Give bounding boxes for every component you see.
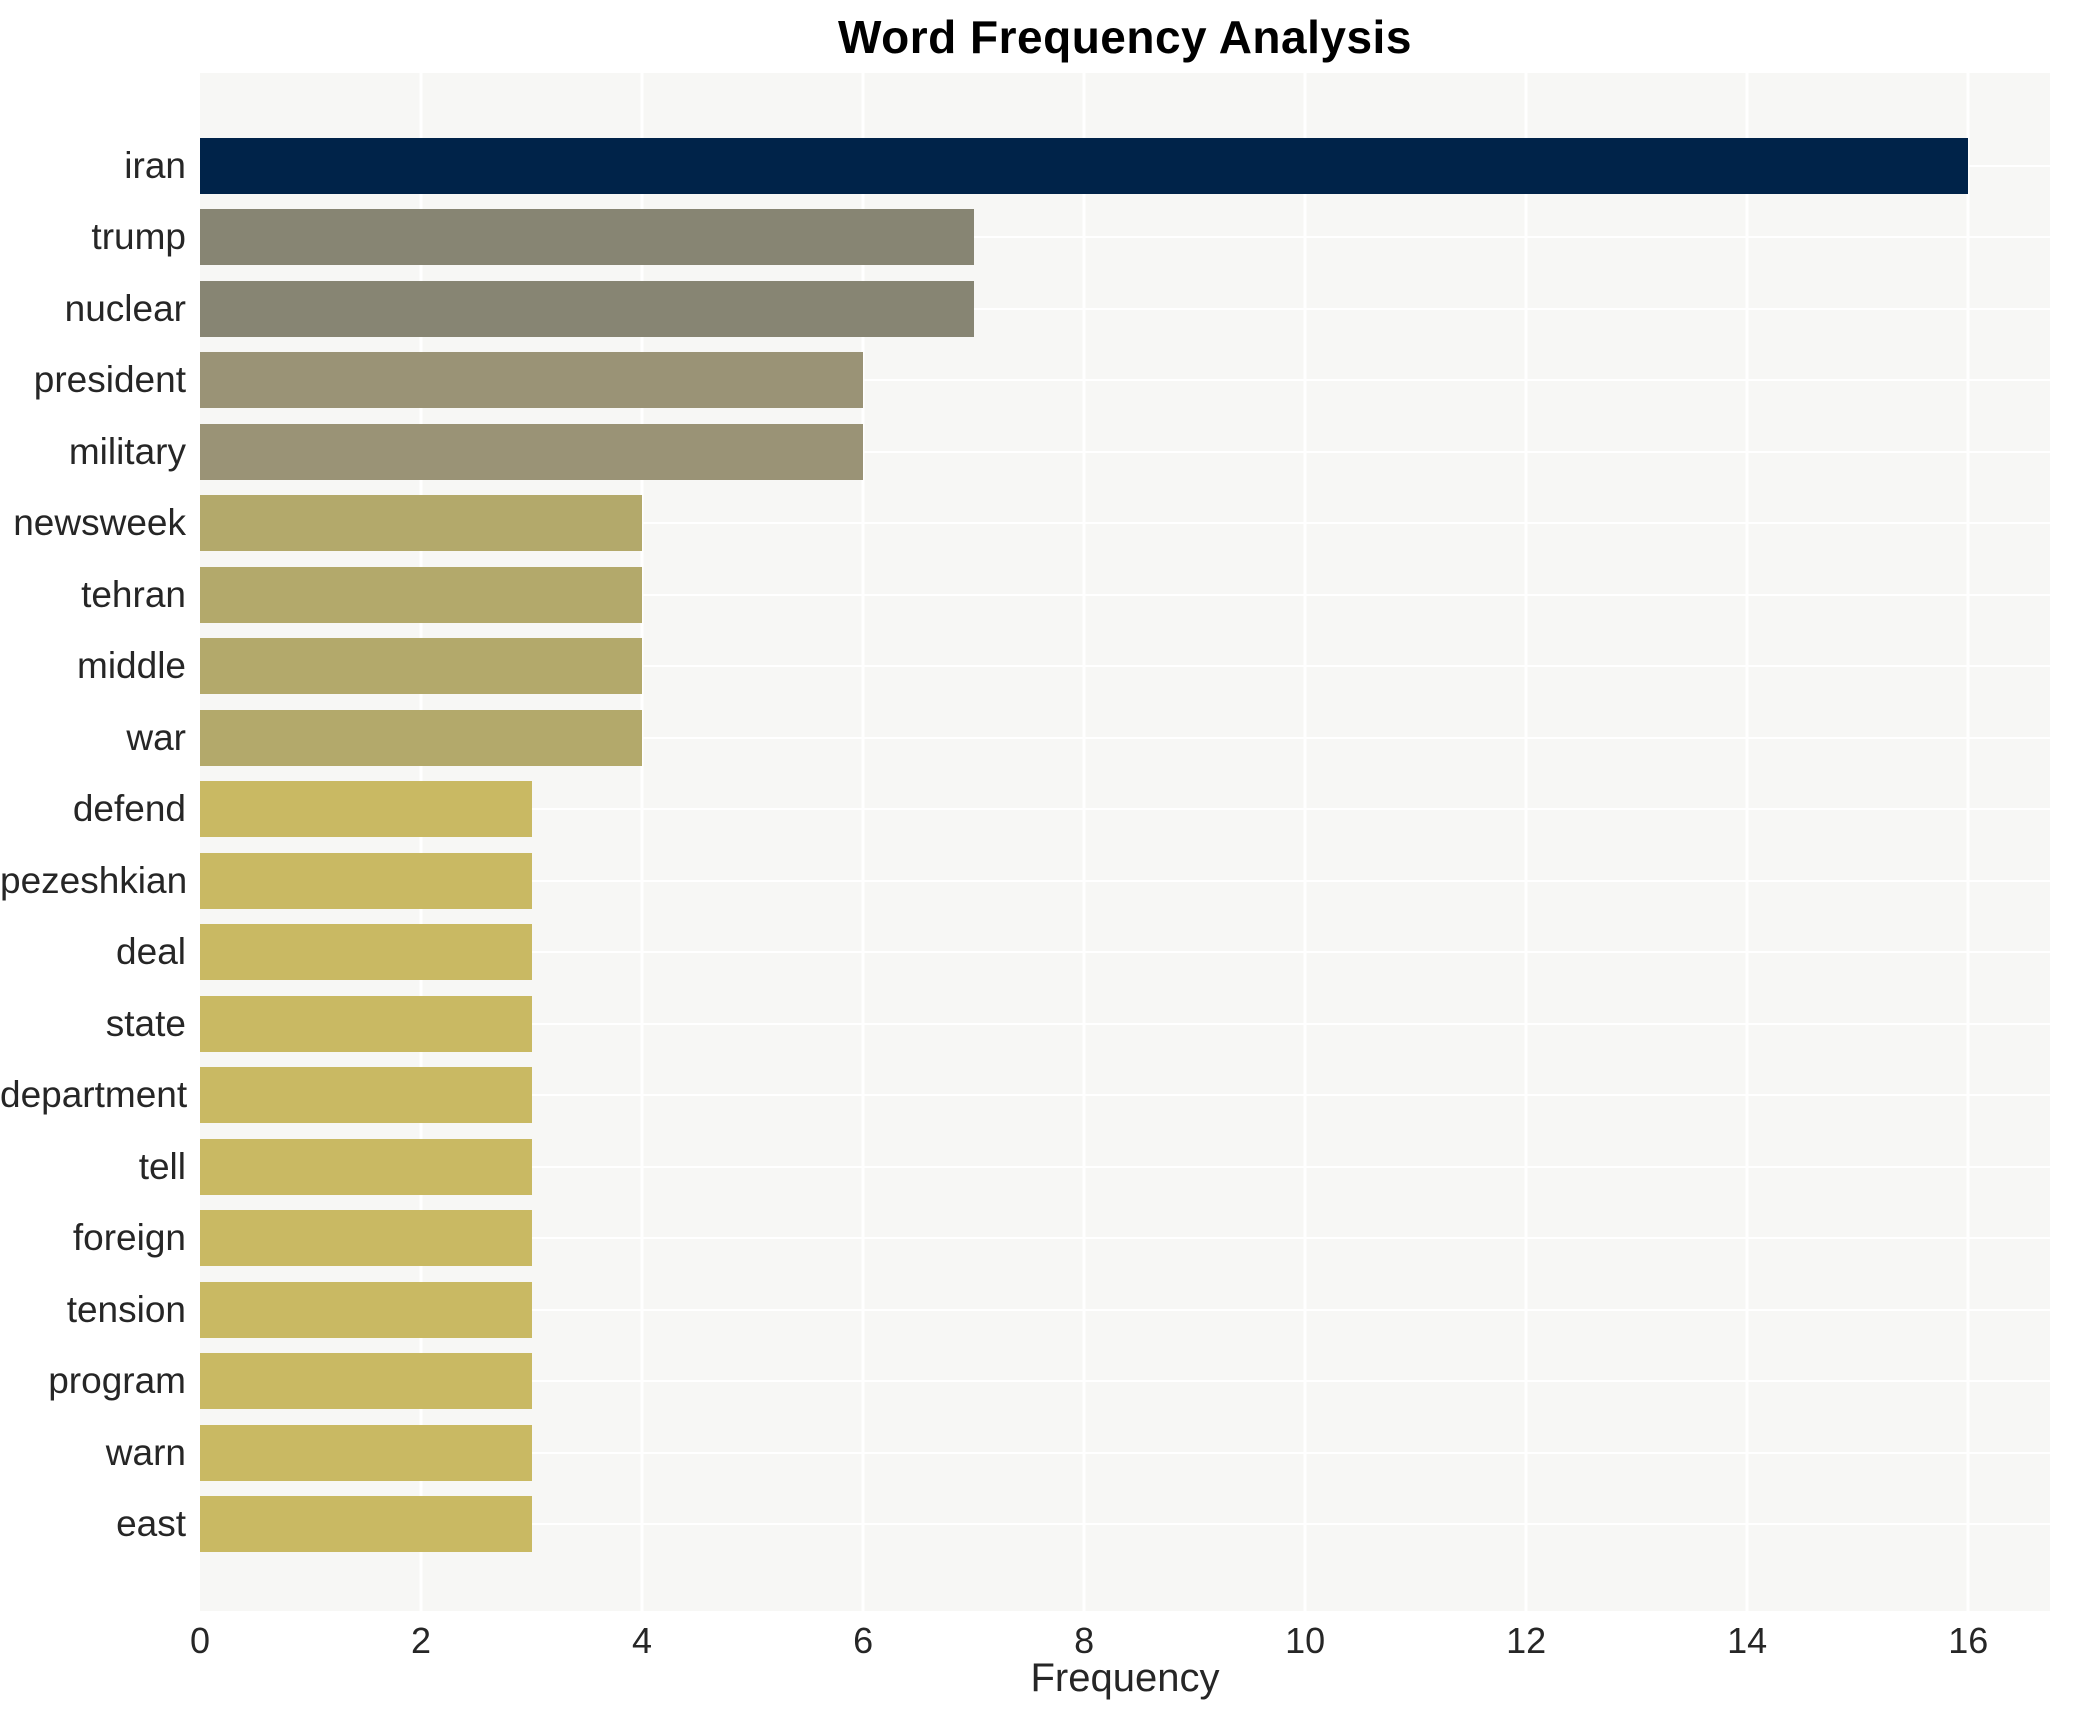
bar-east <box>200 1496 532 1552</box>
gridline-row-pezeshkian <box>200 879 2050 882</box>
gridline-x-16 <box>1966 73 1970 1611</box>
gridline-row-foreign <box>200 1237 2050 1239</box>
y-axis-label-defend: defend <box>72 788 186 829</box>
y-axis-label-east: east <box>116 1503 186 1544</box>
gridline-row-state <box>200 1022 2050 1025</box>
gridline-row-east <box>200 1523 2050 1525</box>
bar-president <box>200 352 864 408</box>
bar-tehran <box>200 566 643 623</box>
y-axis-label-tell: tell <box>138 1145 186 1187</box>
x-tick-label-16: 16 <box>1948 1620 1989 1661</box>
y-axis-label-nuclear: nuclear <box>64 287 186 329</box>
x-tick-label-6: 6 <box>853 1620 874 1661</box>
gridline-row-program <box>200 1380 2050 1382</box>
x-tick-label-12: 12 <box>1506 1620 1547 1661</box>
bar-warn <box>200 1424 532 1481</box>
bar-tension <box>200 1281 532 1338</box>
x-tick-label-10: 10 <box>1285 1620 1326 1661</box>
x-tick-label-8: 8 <box>1074 1620 1095 1661</box>
gridline-row-defend <box>200 808 2050 810</box>
y-axis-label-military: military <box>68 430 186 472</box>
gridline-row-military <box>200 450 2050 453</box>
bar-trump <box>200 209 974 265</box>
bar-newsweek <box>200 495 643 551</box>
bar-defend <box>200 781 532 837</box>
bar-foreign <box>200 1210 532 1266</box>
gridline-row-tell <box>200 1165 2050 1168</box>
x-tick-label-0: 0 <box>189 1620 211 1661</box>
y-axis-label-warn: warn <box>105 1431 186 1473</box>
gridline-x-4 <box>640 73 644 1611</box>
y-axis-label-president: president <box>33 359 186 400</box>
bar-iran <box>200 137 1969 194</box>
y-axis-label-department: department <box>0 1074 188 1115</box>
gridline-x-12 <box>1524 73 1528 1611</box>
gridline-row-department <box>200 1094 2050 1096</box>
gridline-row-war <box>200 736 2050 739</box>
bar-military <box>200 423 864 480</box>
y-axis-label-program: program <box>48 1360 186 1401</box>
bar-department <box>200 1067 532 1123</box>
bar-war <box>200 709 643 766</box>
bar-middle <box>200 638 643 694</box>
x-tick-label-4: 4 <box>632 1620 653 1661</box>
plot-area <box>200 73 2050 1611</box>
y-axis-label-tension: tension <box>66 1288 186 1330</box>
y-axis-label-iran: iran <box>124 144 186 186</box>
bar-deal <box>200 924 532 980</box>
bar-tell <box>200 1138 532 1195</box>
gridline-x-14 <box>1745 73 1749 1611</box>
gridline-row-newsweek <box>200 522 2050 524</box>
x-axis-title: Frequency <box>1030 1656 1220 1700</box>
chart-title: Word Frequency Analysis <box>838 11 1412 63</box>
gridline-row-nuclear <box>200 307 2050 310</box>
gridline-row-warn <box>200 1451 2050 1454</box>
y-axis-label-trump: trump <box>91 216 186 257</box>
gridline-row-tehran <box>200 593 2050 596</box>
gridline-row-trump <box>200 236 2050 238</box>
y-axis-label-tehran: tehran <box>81 573 186 615</box>
y-axis-label-middle: middle <box>77 645 186 686</box>
gridline-x-2 <box>419 73 423 1611</box>
gridline-row-president <box>200 379 2050 381</box>
y-axis-label-newsweek: newsweek <box>13 502 186 543</box>
gridline-row-middle <box>200 665 2050 667</box>
gridline-x-6 <box>861 73 865 1611</box>
gridline-x-10 <box>1303 73 1307 1611</box>
y-axis-label-war: war <box>126 716 186 758</box>
gridline-x-8 <box>1082 73 1086 1611</box>
gridline-row-tension <box>200 1308 2050 1311</box>
y-axis-label-state: state <box>105 1002 186 1044</box>
x-tick-label-14: 14 <box>1727 1620 1768 1661</box>
gridline-row-deal <box>200 951 2050 953</box>
y-axis-label-pezeshkian: pezeshkian <box>0 859 188 901</box>
bar-state <box>200 995 532 1052</box>
x-tick-label-2: 2 <box>411 1620 432 1661</box>
bar-program <box>200 1353 532 1409</box>
bar-nuclear <box>200 280 974 337</box>
y-axis-label-deal: deal <box>116 931 186 972</box>
y-axis-label-foreign: foreign <box>72 1217 186 1258</box>
bar-pezeshkian <box>200 852 532 909</box>
